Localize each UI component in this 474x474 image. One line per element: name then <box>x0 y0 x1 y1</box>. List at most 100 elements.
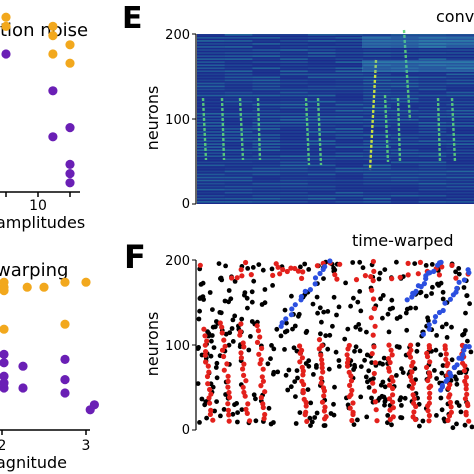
spike-blue <box>465 267 471 273</box>
heatmap-cell <box>390 64 419 67</box>
heatmap-cell <box>307 76 336 79</box>
spike-black <box>449 324 454 330</box>
spike-blue <box>420 331 426 337</box>
spike-black <box>235 410 241 415</box>
spike-black <box>314 410 320 416</box>
heatmap-cell <box>280 79 308 82</box>
heatmap-cell <box>335 152 364 155</box>
spike-black <box>230 317 236 323</box>
spike-red <box>316 337 323 343</box>
spike-red <box>257 334 263 340</box>
spike-black <box>342 336 348 342</box>
heatmap-cell <box>363 85 391 88</box>
heatmap-cell <box>418 152 447 155</box>
heatmap-cell <box>418 103 447 106</box>
heatmap-cell <box>418 194 447 197</box>
heatmap-cell <box>418 79 447 82</box>
heatmap-cell <box>335 170 364 173</box>
spike-red <box>302 412 308 418</box>
heatmap-cell <box>197 152 225 155</box>
heatmap-cell <box>335 88 364 91</box>
heatmap-cell <box>224 125 253 127</box>
heatmap-cell <box>418 170 447 173</box>
heatmap-cell <box>252 46 281 48</box>
spike-red <box>389 276 395 282</box>
heatmap-cell <box>280 149 308 152</box>
spike-red <box>240 366 246 372</box>
spike-black <box>360 265 366 271</box>
spike-black <box>206 331 212 336</box>
heatmap-cell <box>307 64 336 67</box>
spike-black <box>397 314 403 320</box>
heatmap-cell <box>335 79 364 82</box>
heatmap-cell <box>252 55 281 57</box>
spike-red <box>453 275 459 281</box>
spike-red <box>446 413 453 419</box>
spike-red <box>337 261 343 267</box>
heatmap-cell <box>280 67 308 70</box>
heatmap-cell <box>390 134 419 136</box>
heatmap-cell <box>197 173 225 176</box>
left-bottom-xlabel: agnitude <box>0 453 67 472</box>
heatmap-cell <box>197 197 225 200</box>
heatmap-cell <box>252 119 281 121</box>
spike-red <box>201 326 207 332</box>
spike-black <box>271 346 277 352</box>
spike-black <box>398 415 403 420</box>
heatmap-cell <box>252 112 281 115</box>
heatmap-cell <box>197 94 225 97</box>
spike-black <box>351 422 357 427</box>
heatmap-cell <box>390 73 419 76</box>
spike-red <box>371 344 377 350</box>
spike-black <box>464 293 470 298</box>
heatmap-cell <box>224 161 253 164</box>
heatmap-cell <box>335 61 364 63</box>
spike-red <box>445 385 452 391</box>
heatmap-cell <box>307 70 336 73</box>
heatmap-cell <box>307 134 336 136</box>
heatmap-cell <box>252 67 281 70</box>
spike-black <box>230 411 236 417</box>
heatmap-cell <box>307 197 336 200</box>
spike-red <box>258 357 264 363</box>
heatmap-cell <box>307 170 336 173</box>
heatmap-cell <box>446 158 474 161</box>
spike-red <box>320 369 326 375</box>
heatmap-cell <box>197 100 225 103</box>
spike-black <box>331 401 336 407</box>
spike-red <box>387 359 393 366</box>
spike-black <box>317 305 323 311</box>
heatmap-cell <box>252 131 281 133</box>
purple-point <box>18 361 28 371</box>
heatmap-cell <box>418 140 447 142</box>
spike-black <box>197 420 202 425</box>
heatmap-cell <box>224 182 253 185</box>
spike-black <box>396 344 402 350</box>
spike-black <box>377 270 383 276</box>
spike-red <box>369 351 375 357</box>
heatmap-cell <box>363 55 391 57</box>
heatmap-cell <box>280 46 308 48</box>
heatmap-cell <box>446 100 474 103</box>
heatmap-cell <box>252 179 281 182</box>
heatmap-cell <box>224 58 253 60</box>
spike-blue <box>327 258 333 264</box>
spike-red <box>348 378 355 384</box>
heatmap-cell <box>390 100 419 103</box>
spike-black <box>212 408 218 414</box>
spike-red <box>241 361 247 367</box>
spike-blue <box>432 319 438 325</box>
panel-e-letter: E <box>122 1 143 36</box>
heatmap-cell <box>418 49 447 51</box>
heatmap-cell <box>307 100 336 103</box>
spike-black <box>468 349 474 355</box>
spike-black <box>214 360 220 366</box>
heatmap-cell <box>335 191 364 194</box>
spike-red <box>334 276 340 282</box>
heatmap-cell <box>252 106 281 109</box>
spike-red <box>371 370 377 377</box>
purple-point <box>65 169 75 179</box>
orange-point <box>0 277 9 287</box>
spike-red <box>390 392 396 398</box>
heatmap-cell <box>363 167 391 170</box>
